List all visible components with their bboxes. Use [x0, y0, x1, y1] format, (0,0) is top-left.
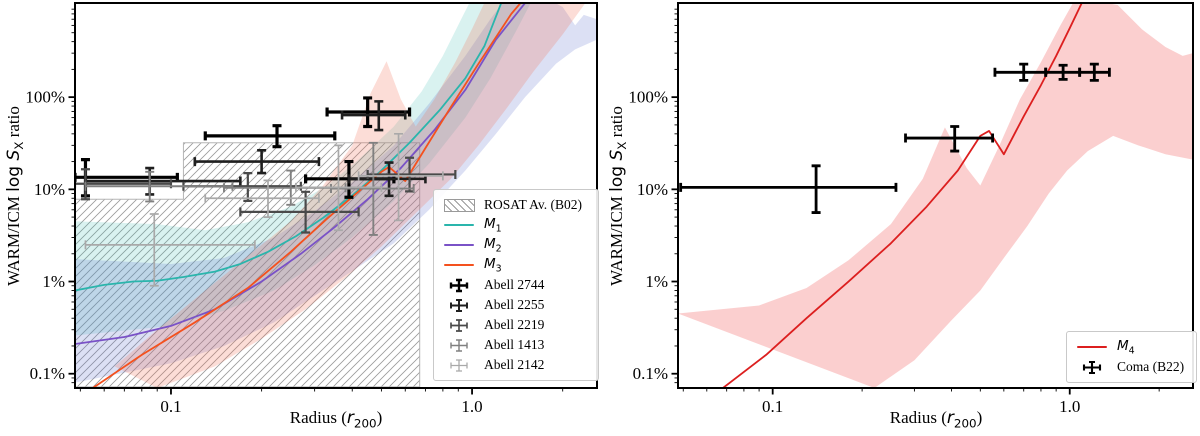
legend-entry-m2: M2: [441, 235, 589, 255]
y-tick-label: 100%: [628, 88, 668, 107]
legend-entry-abell-2255: Abell 2255: [441, 295, 589, 315]
errorbar-point: [340, 100, 407, 132]
y-tick-label: 1%: [645, 272, 668, 291]
errorbars-abell-1413: [84, 141, 415, 236]
abell-2142-marker: [441, 358, 477, 373]
x-tick-label: 0.1: [762, 397, 783, 416]
band-m4: [678, 3, 1193, 388]
errorbar-point: [330, 141, 415, 236]
legend-entry-abell-2744: Abell 2744: [441, 275, 589, 295]
line-m2: [75, 3, 527, 345]
y-tick-label: 0.1%: [30, 364, 65, 383]
errorbar-point: [204, 179, 320, 218]
x-tick-label: 0.1: [160, 397, 181, 416]
ticks-left: 0.1 1.0 100% 10% 1% 0.1%: [25, 8, 564, 416]
axes-spines-right: [677, 2, 1194, 389]
errorbar-point: [904, 125, 995, 153]
errorbar-point: [203, 124, 337, 149]
y-axis-label-right: WARM/ICM log SX ratio: [606, 106, 630, 286]
errorbar-point: [75, 158, 179, 198]
errorbars-coma-b22-: [679, 62, 1111, 214]
abell-1413-marker: [441, 338, 477, 353]
abell-2219-marker: [441, 318, 477, 333]
errorbar-point: [84, 213, 256, 287]
y-tick-label: 10%: [34, 180, 65, 199]
y-axis-label-left: WARM/ICM log SX ratio: [3, 106, 27, 286]
y-tick-label: 0.1%: [633, 364, 668, 383]
errorbar-point: [239, 190, 360, 234]
legend-entry-abell-1413: Abell 1413: [441, 335, 589, 355]
m3-line-swatch: [441, 263, 477, 267]
line-m4: [722, 3, 1083, 388]
coma-marker: [1074, 360, 1110, 375]
band-m2: [75, 3, 597, 383]
errorbar-point: [193, 149, 321, 175]
legend-entry-rosat: ROSAT Av. (B02): [441, 195, 589, 215]
line-m1: [75, 3, 503, 292]
x-axis-label-left: Radius (r200): [289, 408, 383, 431]
errorbar-point: [357, 132, 444, 222]
legend-entry-m3: M3: [441, 255, 589, 275]
errorbars-abell-2142: [84, 132, 444, 287]
errorbar-point: [1078, 62, 1111, 82]
errorbar-point: [84, 170, 234, 203]
m2-line-swatch: [441, 243, 477, 247]
legend-entry-m1: M1: [441, 215, 589, 235]
y-tick-label: 10%: [637, 180, 668, 199]
x-axis-label-right: Radius (r200): [889, 408, 983, 431]
legend-entry-abell-2219: Abell 2219: [441, 315, 589, 335]
rosat-region: [75, 142, 421, 388]
errorbar-point: [325, 96, 412, 129]
line-m3: [92, 3, 522, 388]
x-tick-label: 1.0: [1059, 397, 1080, 416]
errorbar-point: [679, 164, 898, 214]
errorbar-point: [347, 161, 427, 198]
m4-line-swatch: [1074, 345, 1110, 349]
m1-line-swatch: [441, 223, 477, 227]
rosat-hatch-swatch: [441, 198, 477, 212]
panel-left-content: [75, 3, 597, 388]
abell-2255-marker: [441, 298, 477, 313]
x-tick-label: 1.0: [461, 397, 482, 416]
band-m1: [75, 3, 531, 336]
legend-entry-m4: M4: [1074, 337, 1187, 357]
panel-right-content: [678, 3, 1193, 388]
legend-right: M4 Coma (B22): [1066, 331, 1197, 383]
y-tick-label: 100%: [25, 88, 65, 107]
errorbar-point: [366, 156, 457, 193]
abell-2744-marker: [441, 278, 477, 293]
legend-left: ROSAT Av. (B02) M1 M2 M3 Abell 2744 Abel…: [433, 189, 599, 381]
errorbar-point: [295, 144, 383, 232]
legend-entry-coma: Coma (B22): [1074, 357, 1187, 377]
legend-entry-abell-2142: Abell 2142: [441, 355, 589, 375]
y-tick-label: 1%: [42, 272, 65, 291]
ticks-right: 0.1 1.0 100% 10% 1% 0.1%: [628, 8, 1160, 416]
